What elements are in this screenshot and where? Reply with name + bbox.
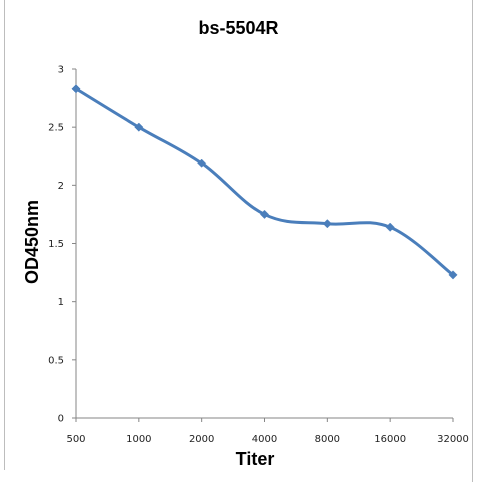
data-point-marker: [322, 219, 332, 229]
series-line: [74, 87, 455, 277]
data-point-marker: [134, 122, 144, 132]
y-tick-label: 2: [58, 181, 64, 192]
chart-title: bs-5504R: [198, 18, 279, 38]
y-tick-label: 2.5: [48, 123, 64, 134]
y-tick-label: 1.5: [48, 239, 64, 250]
data-point-marker: [197, 158, 207, 168]
frame-right-border: [472, 0, 473, 482]
y-tick-label: 0: [58, 414, 64, 425]
x-tick-label: 8000: [315, 434, 340, 445]
x-tick-label: 32000: [437, 434, 469, 445]
data-point-marker: [448, 270, 458, 280]
x-tick-label: 500: [66, 434, 85, 445]
x-tick-label: 2000: [189, 434, 214, 445]
x-tick-label: 16000: [374, 434, 406, 445]
data-point-marker: [259, 209, 270, 219]
x-tick-label: 4000: [252, 434, 277, 445]
y-tick-label: 1: [58, 297, 64, 308]
x-axis-title: Titer: [235, 449, 275, 469]
y-tick-label: 0.5: [48, 355, 64, 366]
data-point-marker: [385, 222, 395, 232]
data-point-marker: [71, 84, 81, 94]
frame-left-border: [4, 0, 5, 470]
y-tick-label: 3: [58, 65, 64, 76]
x-tick-label: 1000: [126, 434, 151, 445]
